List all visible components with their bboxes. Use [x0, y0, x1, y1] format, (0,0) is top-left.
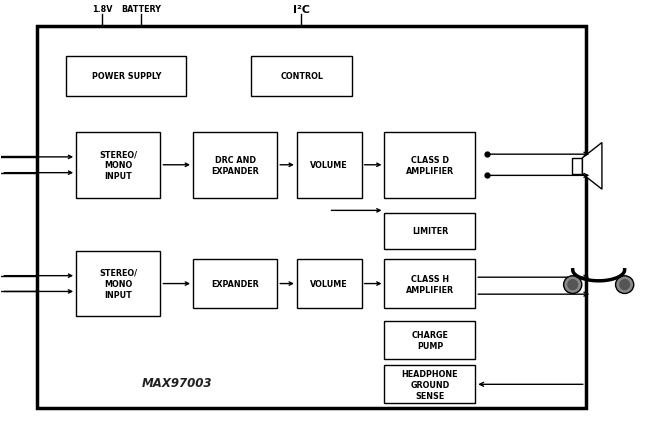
Text: VOLUME: VOLUME	[310, 161, 348, 170]
Ellipse shape	[563, 276, 582, 294]
Text: STEREO/
MONO
INPUT: STEREO/ MONO INPUT	[99, 268, 138, 299]
Polygon shape	[582, 143, 602, 190]
Text: VOLUME: VOLUME	[310, 279, 348, 288]
FancyBboxPatch shape	[385, 321, 475, 359]
Text: 1.8V: 1.8V	[92, 6, 112, 14]
FancyBboxPatch shape	[37, 27, 585, 408]
Text: I²C: I²C	[293, 5, 310, 15]
Text: CLASS D
AMPLIFIER: CLASS D AMPLIFIER	[406, 155, 454, 176]
FancyBboxPatch shape	[297, 259, 362, 308]
FancyBboxPatch shape	[572, 158, 582, 175]
Text: HEADPHONE
GROUND
SENSE: HEADPHONE GROUND SENSE	[402, 369, 458, 400]
Text: STEREO/
MONO
INPUT: STEREO/ MONO INPUT	[99, 150, 138, 181]
FancyBboxPatch shape	[385, 366, 475, 403]
Ellipse shape	[619, 279, 630, 291]
Text: BATTERY: BATTERY	[121, 6, 161, 14]
FancyBboxPatch shape	[193, 132, 277, 198]
FancyBboxPatch shape	[297, 132, 362, 198]
FancyBboxPatch shape	[385, 213, 475, 249]
Text: POWER SUPPLY: POWER SUPPLY	[92, 72, 161, 81]
FancyBboxPatch shape	[385, 132, 475, 198]
FancyBboxPatch shape	[193, 259, 277, 308]
FancyBboxPatch shape	[251, 56, 352, 97]
Ellipse shape	[567, 279, 578, 291]
Text: EXPANDER: EXPANDER	[211, 279, 259, 288]
FancyBboxPatch shape	[76, 251, 160, 317]
FancyBboxPatch shape	[67, 56, 186, 97]
Text: CHARGE
PUMP: CHARGE PUMP	[411, 330, 449, 350]
Text: LIMITER: LIMITER	[412, 227, 448, 236]
Text: CONTROL: CONTROL	[280, 72, 323, 81]
Text: CLASS H
AMPLIFIER: CLASS H AMPLIFIER	[406, 274, 454, 294]
Text: DRC AND
EXPANDER: DRC AND EXPANDER	[211, 155, 259, 176]
Ellipse shape	[615, 276, 634, 294]
Text: MAX97003: MAX97003	[141, 376, 212, 389]
FancyBboxPatch shape	[76, 132, 160, 198]
FancyBboxPatch shape	[385, 259, 475, 308]
